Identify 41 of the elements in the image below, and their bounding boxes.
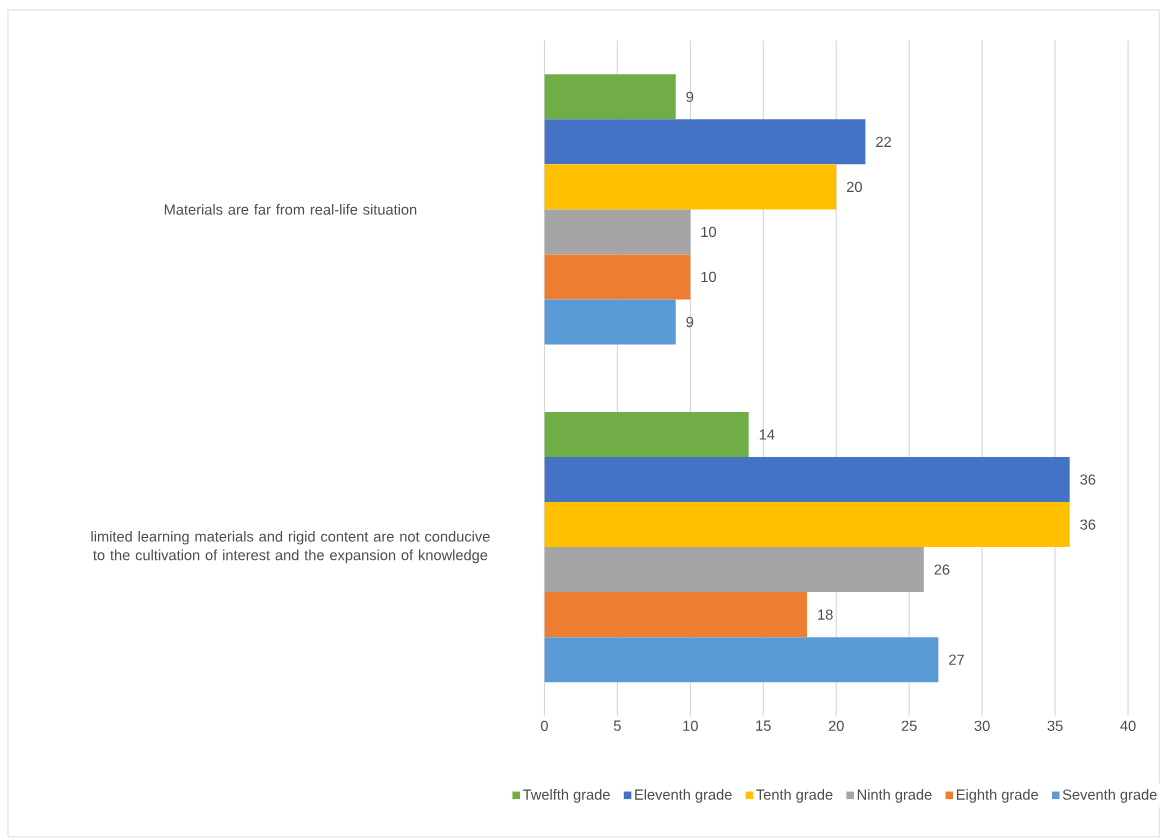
bar xyxy=(544,457,1070,503)
x-tick-label: 30 xyxy=(974,720,990,732)
y-tick-label: Materials are far from real-life situation xyxy=(164,204,417,215)
legend-label: Eleventh grade xyxy=(635,789,732,803)
x-tick-label: 40 xyxy=(1120,720,1136,732)
bar xyxy=(544,254,691,300)
bar xyxy=(544,502,1070,548)
x-tick-label: 25 xyxy=(901,720,917,732)
bar xyxy=(544,209,691,255)
data-label: 9 xyxy=(686,317,694,328)
bar xyxy=(544,412,749,458)
data-label: 36 xyxy=(1080,474,1096,485)
x-tick-label: 35 xyxy=(1047,720,1063,732)
data-label: 18 xyxy=(818,609,833,621)
bar xyxy=(544,592,808,638)
data-label: 27 xyxy=(949,654,964,665)
data-label: 9 xyxy=(686,91,694,103)
bar xyxy=(544,547,924,593)
bar xyxy=(544,164,837,210)
data-label: 10 xyxy=(701,226,717,238)
y-tick-label: limited learning materials and rigid content are not conducive to the cultivation of interest and the expansion of knowledge xyxy=(91,531,490,564)
data-label: 20 xyxy=(846,181,862,193)
legend-label: Ninth grade xyxy=(857,789,932,803)
data-label: 22 xyxy=(876,136,891,148)
bar xyxy=(544,299,676,345)
bar xyxy=(544,119,866,165)
data-label: 26 xyxy=(934,564,950,575)
bar xyxy=(544,74,676,120)
legend-label: Tenth grade xyxy=(756,789,833,803)
x-tick-label: 0 xyxy=(540,720,548,732)
x-tick-label: 10 xyxy=(683,720,698,732)
data-label: 10 xyxy=(701,271,717,283)
legend-label: Twelfth grade xyxy=(523,789,610,803)
legend-label: Eighth grade xyxy=(956,789,1039,803)
x-tick-label: 5 xyxy=(613,720,621,732)
legend-label: Seventh grade xyxy=(1062,789,1157,803)
x-tick-label: 15 xyxy=(756,720,771,732)
data-label: 14 xyxy=(759,429,775,440)
bar xyxy=(544,637,939,683)
data-label: 36 xyxy=(1080,519,1096,530)
x-tick-label: 20 xyxy=(828,720,844,732)
